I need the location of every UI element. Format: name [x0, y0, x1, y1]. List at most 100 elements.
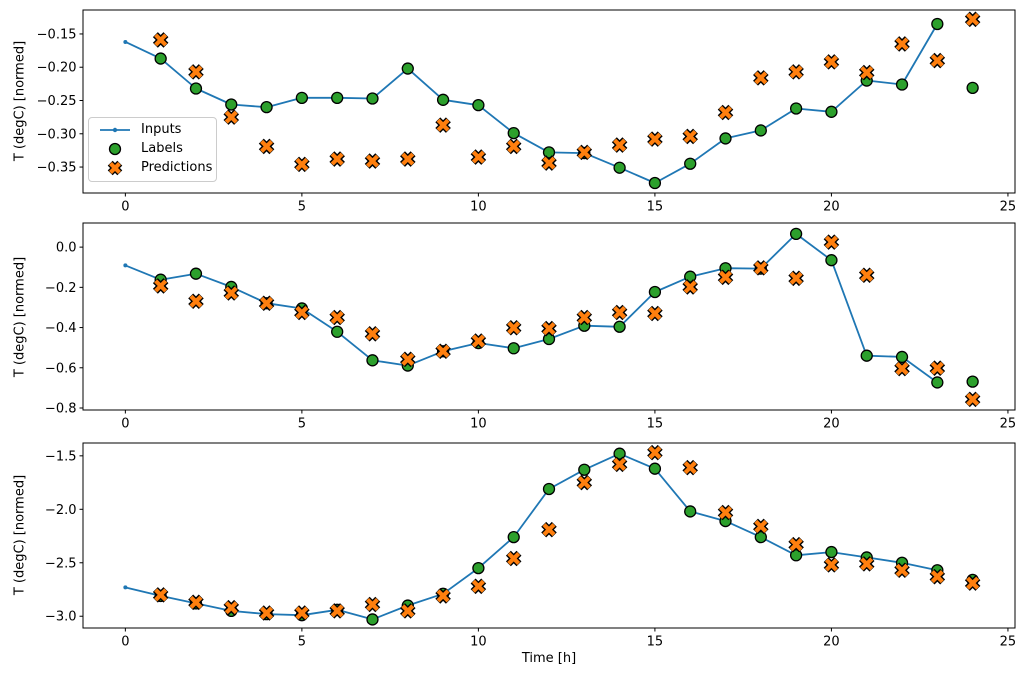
y-tick-label: −0.20 — [37, 61, 77, 76]
predictions-point — [364, 326, 381, 342]
inputs-series — [123, 21, 940, 186]
labels-point — [860, 349, 873, 362]
predictions-point — [611, 137, 628, 153]
y-tick-label: −1.5 — [45, 449, 77, 464]
predictions-point — [611, 304, 628, 321]
subplot-1: 0 5 10 15 20 25 −0.15 −0.20 −0.25 −0.30 −0.35 — [37, 9, 1016, 215]
x-tick-label: 10 — [470, 635, 487, 650]
x-tick-label: 15 — [647, 635, 664, 650]
y-tick-label: −2.5 — [45, 556, 77, 571]
x-axis-title: Time [h] — [521, 651, 577, 666]
predictions-point — [435, 117, 451, 133]
predictions-point — [188, 64, 204, 80]
x-tick-label: 5 — [298, 635, 306, 650]
labels-point — [366, 613, 379, 626]
predictions-point — [294, 156, 310, 173]
predictions-point — [964, 575, 981, 591]
labels-point — [895, 78, 909, 91]
predictions-point — [152, 278, 169, 294]
labels-point — [719, 132, 732, 145]
predictions-point — [258, 295, 275, 312]
y-tick-label: −0.8 — [45, 401, 77, 416]
y-tick-label: −2.0 — [45, 503, 77, 518]
predictions-point — [858, 267, 875, 284]
y-tick-label: −0.6 — [45, 361, 77, 376]
inputs-point — [123, 585, 128, 590]
predictions-point — [258, 605, 275, 621]
predictions-point — [470, 333, 487, 349]
predictions-point — [929, 360, 946, 376]
y-tick-label: −0.2 — [45, 281, 77, 296]
labels-point — [825, 545, 838, 559]
legend-item-labels: Labels — [98, 141, 216, 157]
predictions-point — [717, 504, 734, 521]
labels-point — [966, 81, 979, 95]
labels-point — [436, 93, 450, 106]
predictions-point — [505, 550, 522, 567]
predictions-point — [258, 138, 275, 155]
labels-point — [331, 91, 344, 104]
predictions-series — [152, 11, 981, 173]
predictions-series — [152, 234, 981, 408]
predictions-x-icon — [107, 160, 123, 176]
labels-point — [507, 126, 520, 140]
labels-series — [154, 447, 979, 626]
x-tick-label: 5 — [298, 200, 306, 215]
x-tick-label: 0 — [121, 635, 129, 650]
inputs-point — [123, 263, 128, 268]
x-tick-label: 15 — [647, 417, 664, 432]
predictions-point — [753, 70, 769, 86]
predictions-point — [223, 599, 240, 616]
predictions-point — [929, 52, 946, 69]
legend: Inputs Labels Predictions — [88, 117, 217, 182]
predictions-point — [505, 319, 522, 336]
x-tick-label: 25 — [1000, 417, 1017, 432]
predictions-point — [470, 578, 487, 595]
y-tick-label: −3.0 — [45, 610, 77, 625]
labels-point — [754, 530, 767, 544]
labels-point — [648, 285, 662, 299]
labels-point — [613, 447, 626, 460]
x-tick-label: 20 — [823, 417, 840, 432]
labels-point — [825, 254, 838, 267]
inputs-series — [123, 451, 940, 622]
y-axis: 0.0 −0.2 −0.4 −0.6 −0.8 — [45, 241, 83, 416]
labels-point — [931, 376, 944, 389]
x-tick-label: 0 — [121, 417, 129, 432]
labels-point — [754, 124, 767, 137]
legend-item-inputs: Inputs — [98, 123, 216, 137]
axes-frame — [82, 9, 1016, 194]
predictions-point — [223, 109, 240, 125]
predictions-point — [294, 304, 310, 321]
labels-point — [789, 102, 803, 115]
predictions-point — [682, 279, 698, 295]
predictions-point — [964, 11, 981, 28]
labels-point — [507, 530, 520, 544]
x-tick-label: 10 — [470, 200, 487, 215]
x-axis: 0 5 10 15 20 25 — [121, 193, 1016, 215]
labels-point — [260, 101, 273, 114]
labels-point — [366, 92, 379, 105]
labels-point — [648, 462, 662, 475]
labels-point — [366, 354, 379, 367]
predictions-point — [541, 521, 557, 538]
predictions-point — [753, 260, 769, 276]
predictions-point — [682, 128, 698, 145]
labels-point — [895, 350, 909, 364]
predictions-point — [152, 32, 169, 48]
labels-point — [648, 176, 662, 190]
predictions-point — [576, 474, 593, 491]
legend-label-inputs: Inputs — [141, 122, 182, 138]
labels-point — [472, 561, 485, 575]
predictions-series — [152, 444, 981, 621]
labels-point — [507, 342, 520, 355]
predictions-point — [188, 293, 204, 309]
labels-point — [472, 99, 485, 112]
predictions-point — [329, 309, 345, 326]
x-tick-label: 25 — [1000, 635, 1017, 650]
labels-point — [931, 17, 944, 31]
labels-point — [542, 332, 556, 346]
labels-point — [542, 482, 556, 496]
